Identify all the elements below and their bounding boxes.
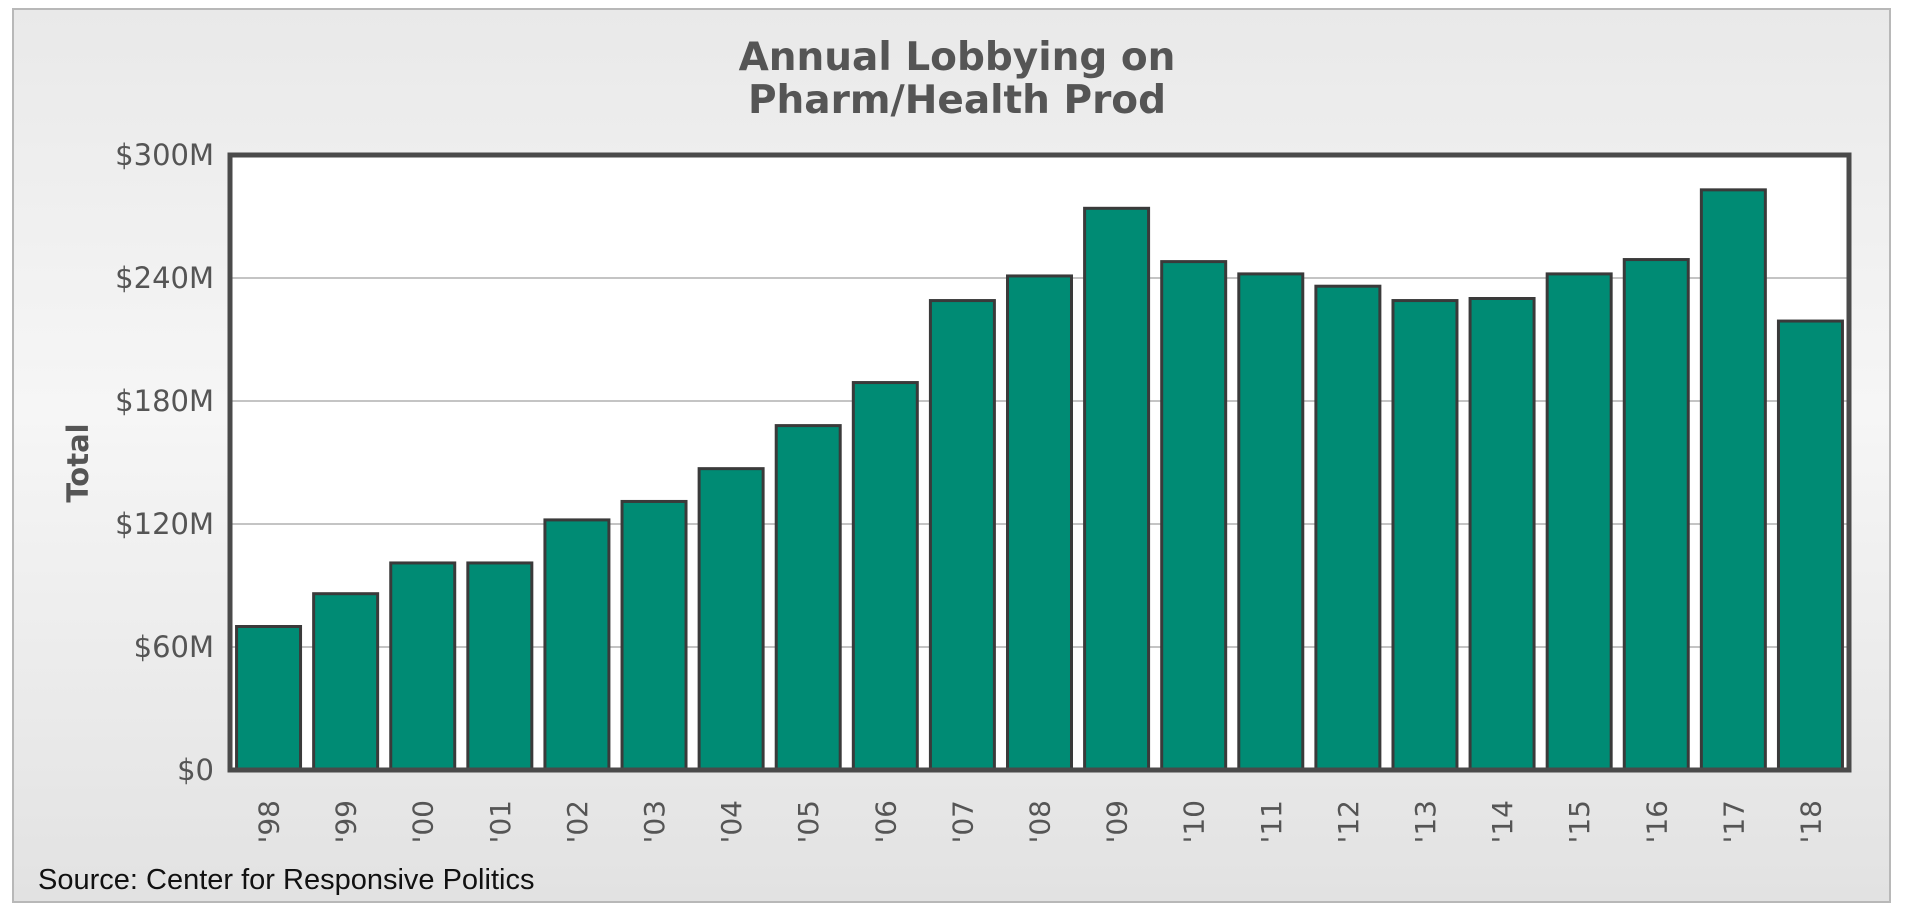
x-tick-label: '01 [484,800,517,843]
bar [235,625,303,772]
x-tick-label: '04 [715,800,748,843]
bar [1545,272,1613,772]
x-tick-label: '08 [1024,800,1057,843]
bar [1237,272,1305,772]
y-tick-label: $0 [177,753,214,787]
x-tick-label: '14 [1486,800,1519,843]
bar [1160,260,1228,772]
x-tick-label: '11 [1255,800,1288,843]
bar [1699,188,1767,772]
bar [1776,319,1844,772]
bar [466,561,534,772]
x-tick-label: '00 [407,800,440,843]
y-tick-labels: $0 $60M $120M $180M $240M $300M [115,138,214,787]
plot-border [227,152,1852,773]
y-tick-label: $300M [115,138,214,172]
bar [1391,299,1459,772]
bar [389,561,457,772]
y-tick-label: $180M [115,384,214,418]
x-tick-label: '02 [561,800,594,843]
bar [851,381,919,772]
bar [620,499,688,772]
x-tick-label: '13 [1409,800,1442,843]
bars [235,188,1844,772]
x-tick-label: '17 [1717,800,1750,843]
bar [1622,258,1690,772]
y-tick-label: $120M [115,507,214,541]
x-tick-label: '07 [946,800,979,843]
bar [543,518,611,772]
bar [312,592,380,772]
source-note: Source: Center for Responsive Politics [38,864,535,896]
x-tick-label: '10 [1178,800,1211,843]
bar [1083,206,1151,772]
x-tick-label: '05 [792,800,825,843]
x-tick-labels: '98 '99 '00 '01 '02 '03 '04 '05 '06 '07 '08 '09 '10 '… [253,800,1828,843]
x-tick-label: '09 [1101,800,1134,843]
x-tick-label: '16 [1640,800,1673,843]
chart-title-line-1: Annual Lobbying on [739,35,1176,80]
bar [1314,284,1382,772]
x-tick-label: '98 [253,800,286,843]
y-axis-label: Total [61,423,95,502]
y-tick-label: $240M [115,261,214,295]
y-tick-label: $60M [134,630,214,664]
bar [1006,274,1073,772]
bar [774,424,842,772]
bar [928,299,996,772]
x-tick-label: '99 [330,800,363,843]
bar [697,467,765,772]
chart-title-line-2: Pharm/Health Prod [748,78,1166,123]
x-tick-label: '18 [1794,800,1827,843]
bar [1468,297,1536,772]
x-tick-label: '15 [1563,800,1596,843]
x-tick-label: '03 [638,800,671,843]
x-tick-label: '12 [1332,800,1365,843]
x-tick-label: '06 [869,800,902,843]
